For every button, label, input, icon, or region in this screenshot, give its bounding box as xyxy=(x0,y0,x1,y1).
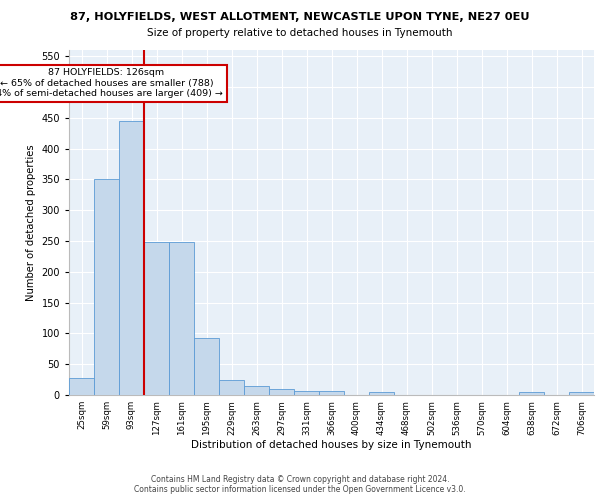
Bar xyxy=(219,380,244,395)
Bar xyxy=(369,392,394,395)
Bar xyxy=(569,392,594,395)
Bar xyxy=(144,242,169,395)
Bar xyxy=(169,242,194,395)
Bar xyxy=(69,378,94,395)
Text: 87 HOLYFIELDS: 126sqm
← 65% of detached houses are smaller (788)
34% of semi-det: 87 HOLYFIELDS: 126sqm ← 65% of detached … xyxy=(0,68,223,98)
Bar xyxy=(94,180,119,395)
Y-axis label: Number of detached properties: Number of detached properties xyxy=(26,144,36,301)
Bar xyxy=(319,392,344,395)
Text: Contains HM Land Registry data © Crown copyright and database right 2024.
Contai: Contains HM Land Registry data © Crown c… xyxy=(134,474,466,494)
Bar xyxy=(119,121,144,395)
X-axis label: Distribution of detached houses by size in Tynemouth: Distribution of detached houses by size … xyxy=(191,440,472,450)
Text: Size of property relative to detached houses in Tynemouth: Size of property relative to detached ho… xyxy=(147,28,453,38)
Bar xyxy=(244,386,269,395)
Bar xyxy=(194,338,219,395)
Bar xyxy=(519,392,544,395)
Bar xyxy=(294,392,319,395)
Text: 87, HOLYFIELDS, WEST ALLOTMENT, NEWCASTLE UPON TYNE, NE27 0EU: 87, HOLYFIELDS, WEST ALLOTMENT, NEWCASTL… xyxy=(70,12,530,22)
Bar xyxy=(269,389,294,395)
